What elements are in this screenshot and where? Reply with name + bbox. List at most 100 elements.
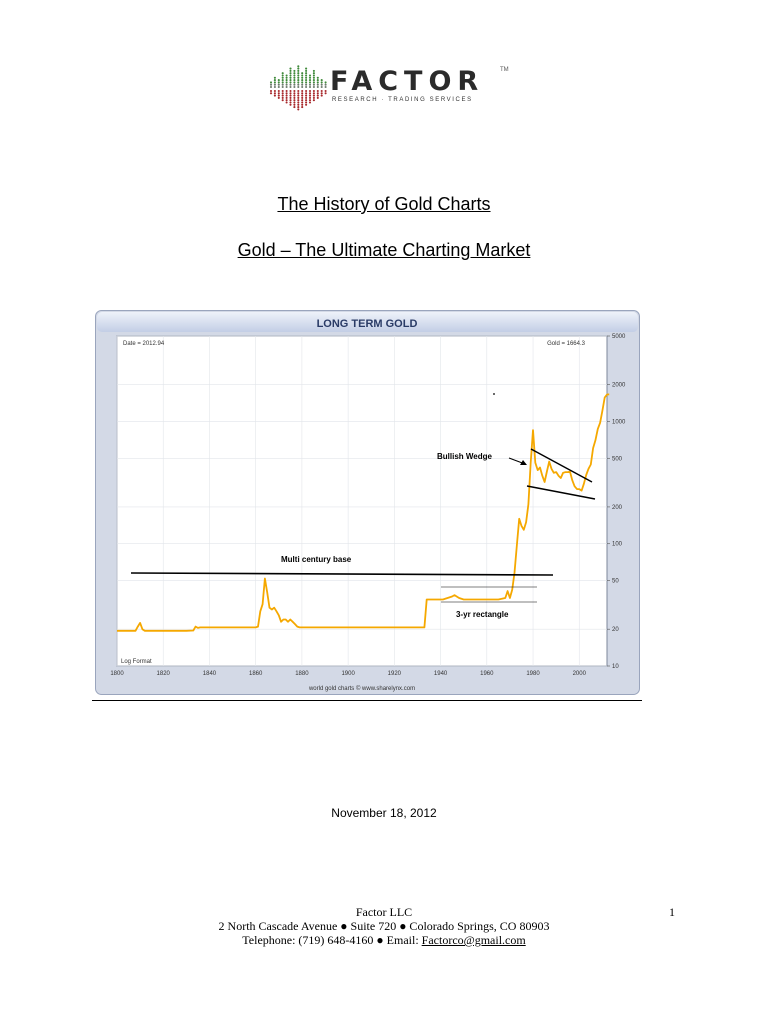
- logo-dot: [305, 101, 308, 104]
- logo-dot: [308, 96, 312, 99]
- logo-dot: [285, 89, 288, 93]
- logo-dot: [301, 72, 304, 75]
- logo-dot: [269, 83, 273, 86]
- y-tick-label: 1000: [612, 419, 626, 425]
- logo-dot: [320, 79, 323, 82]
- logo-dot: [269, 92, 273, 95]
- logo-dot: [305, 85, 308, 89]
- logo-tagline: RESEARCH · TRADING SERVICES: [332, 97, 473, 103]
- logo-dot: [301, 76, 304, 79]
- x-tick-label: 1980: [526, 671, 540, 677]
- logo-dot: [289, 79, 292, 82]
- footer-phone: Telephone: (719) 648-4160 ● Email:: [242, 933, 422, 947]
- logo-dot: [289, 76, 292, 79]
- logo-dot: [305, 81, 308, 84]
- logo-dot: [324, 92, 327, 95]
- chart-divider-rule: [92, 700, 642, 701]
- logo-dot: [293, 89, 296, 93]
- logo-wordmark: FACTOR: [330, 66, 485, 97]
- logo-dot: [320, 92, 323, 95]
- gold-chart: LONG TERM GOLD 1800 1820 1840 1860 1880 1900 1…: [95, 310, 640, 695]
- plot-gridlines: [116, 335, 607, 667]
- logo-dot: [297, 92, 300, 95]
- logo-dot: [305, 72, 308, 75]
- y-tick-label: 20: [612, 627, 619, 633]
- logo-dot: [301, 81, 304, 84]
- logo-dot: [293, 94, 296, 97]
- logo-dot: [301, 101, 304, 104]
- logo-dot: [324, 89, 327, 93]
- y-tick-label: 500: [612, 456, 623, 462]
- logo-dot: [297, 65, 300, 68]
- logo-dot: [320, 85, 323, 89]
- chart-source: world gold charts © www.sharelynx.com: [308, 685, 415, 692]
- logo-dot: [289, 94, 292, 97]
- logo-dot: [281, 83, 284, 86]
- logo-dot: [312, 72, 315, 75]
- logo-dot: [297, 67, 300, 70]
- logo-dot: [293, 92, 296, 95]
- y-tick-label: 200: [612, 505, 623, 511]
- logo-dot: [312, 94, 315, 97]
- logo-dot: [289, 83, 292, 86]
- x-tick-label: 1940: [434, 671, 448, 677]
- logo-dot-mark: [269, 65, 327, 111]
- logo-dot: [297, 106, 300, 109]
- logo-dot: [289, 67, 292, 70]
- gold-chart-svg: LONG TERM GOLD 1800 1820 1840 1860 1880 1900 1…: [95, 310, 640, 695]
- page-subtitle: Gold – The Ultimate Charting Market: [237, 240, 531, 260]
- logo-dot: [297, 89, 300, 93]
- gold-price-series: [117, 393, 610, 632]
- logo-dot: [305, 76, 308, 79]
- logo-dot: [301, 83, 304, 86]
- logo-dot: [289, 99, 292, 102]
- logo-dot: [305, 96, 308, 99]
- y-tick-label: 50: [612, 579, 619, 585]
- logo-dot: [293, 81, 296, 84]
- logo-dot: [320, 94, 323, 97]
- footer-address: 2 North Cascade Avenue ● Suite 720 ● Col…: [218, 919, 550, 933]
- y-tick-label: 10: [612, 664, 619, 670]
- x-tick-label: 2000: [573, 671, 587, 677]
- logo-dot: [301, 85, 304, 89]
- logo-dot: [316, 92, 319, 95]
- bullish-wedge-arrowhead: [520, 460, 527, 465]
- logo-dot: [312, 76, 315, 79]
- x-tick-label: 1920: [388, 671, 402, 677]
- logo-dot: [293, 103, 296, 106]
- logo-dot: [301, 92, 304, 95]
- logo-dot: [289, 85, 292, 89]
- logo-dot: [312, 81, 315, 84]
- logo-dot: [308, 74, 312, 77]
- x-tick-label: 1840: [203, 671, 217, 677]
- stray-mark: [493, 393, 495, 395]
- logo-dot: [316, 81, 319, 84]
- logo-dot: [297, 74, 300, 77]
- logo-dot: [293, 76, 296, 79]
- footer-company: Factor LLC: [355, 905, 413, 919]
- logo-dot: [281, 85, 284, 89]
- logo-dot: [301, 106, 304, 109]
- logo-dot: [308, 94, 312, 97]
- logo-dot: [316, 96, 319, 99]
- logo-dot: [281, 81, 284, 84]
- logo-dot: [289, 81, 292, 84]
- logo-dot: [320, 83, 323, 86]
- page-title: The History of Gold Charts: [277, 194, 491, 214]
- logo-dot: [285, 79, 288, 82]
- logo-dot: [312, 99, 315, 102]
- page-number: 1: [669, 905, 675, 919]
- multi-century-base-label: Multi century base: [281, 555, 352, 564]
- chart-title: LONG TERM GOLD: [317, 318, 418, 330]
- logo-dot: [281, 89, 284, 93]
- logo-dot: [293, 101, 296, 104]
- logo-dot: [289, 101, 292, 104]
- logo-dot: [293, 96, 296, 99]
- logo-dot: [301, 103, 304, 106]
- logo-dot: [301, 96, 304, 99]
- logo-dot: [281, 76, 284, 79]
- footer-email-link[interactable]: Factorco@gmail.com: [421, 933, 526, 947]
- logo-dot: [297, 69, 300, 72]
- logo-dot: [297, 99, 300, 102]
- logo-dot: [269, 81, 273, 84]
